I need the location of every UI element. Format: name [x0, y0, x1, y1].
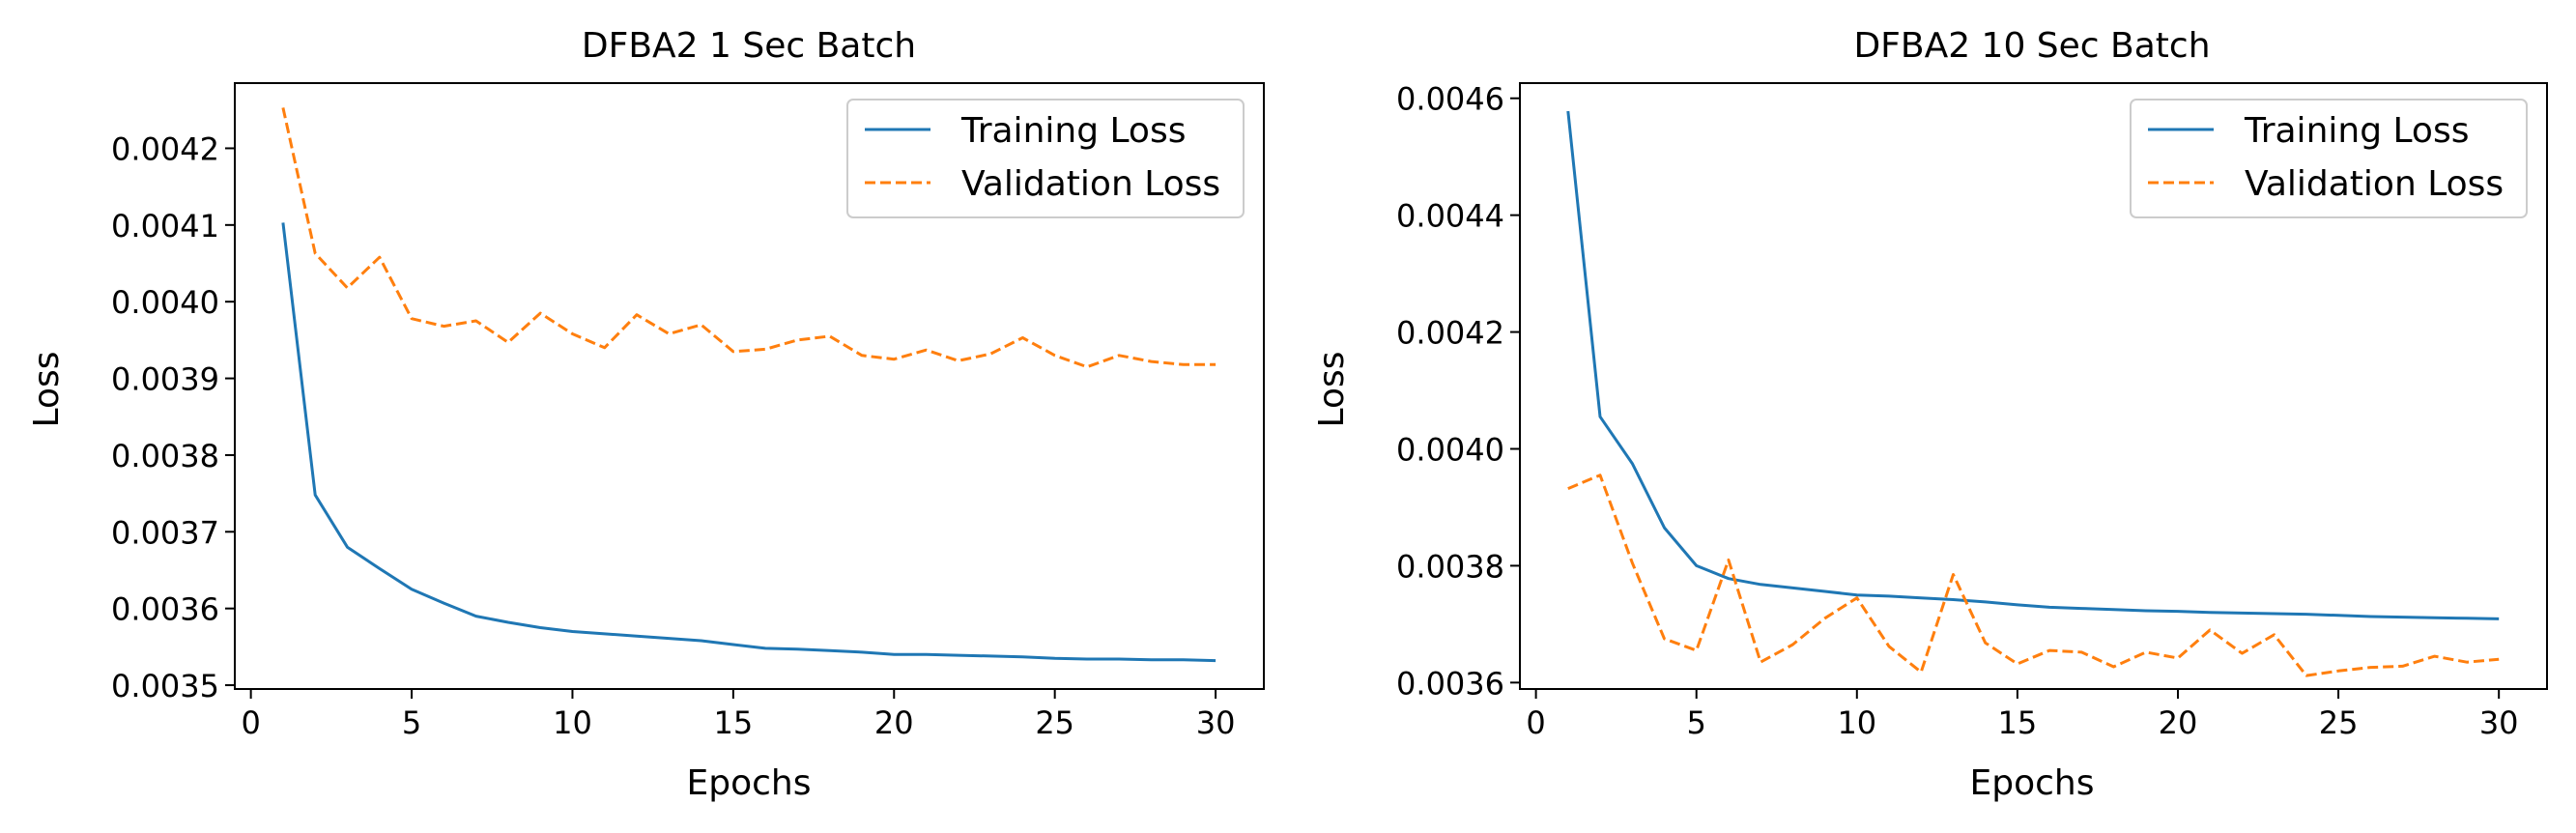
- right-x-axis-label: Epochs: [1970, 763, 2095, 803]
- left-y-tick-label: 0.0041: [111, 208, 219, 244]
- right-x-tick-label: 5: [1687, 704, 1706, 741]
- left-y-tick-label: 0.0037: [111, 514, 219, 551]
- left-y-tick-label: 0.0035: [111, 668, 219, 704]
- right-x-tick-label: 25: [2319, 704, 2359, 741]
- left-x-tick-label: 0: [241, 704, 260, 741]
- left-series-line-training: [281, 222, 1216, 663]
- left-y-tick-label: 0.0042: [111, 130, 219, 167]
- right-y-axis-label: Loss: [1312, 352, 1352, 428]
- right-y-tick-label: 0.0044: [1396, 198, 1504, 235]
- left-x-tick-label: 5: [402, 704, 421, 741]
- left-x-tick-label: 10: [553, 704, 592, 741]
- right-chart-title: DFBA2 10 Sec Batch: [1853, 26, 2210, 66]
- right-y-tick-label: 0.0036: [1396, 665, 1504, 702]
- right-y-tick-label: 0.0040: [1396, 431, 1504, 468]
- left-series-line-validation: [281, 107, 1216, 369]
- right-legend-label-validation: Validation Loss: [2245, 164, 2504, 204]
- right-axes-frame: [1519, 82, 2548, 690]
- right-panel: DFBA2 10 Sec Batch Epochs Loss 0 5 10 15 20 2…: [1312, 26, 2548, 803]
- left-y-tick-label: 0.0039: [111, 361, 219, 398]
- right-legend: Training Loss Validation Loss: [2130, 99, 2528, 218]
- right-series-line-validation: [1567, 474, 2500, 677]
- left-x-tick-label: 20: [874, 704, 914, 741]
- right-x-tick-label: 10: [1837, 704, 1876, 741]
- right-y-tick-label: 0.0038: [1396, 548, 1504, 585]
- right-x-tick-label: 0: [1526, 704, 1545, 741]
- left-y-tick-label: 0.0040: [111, 284, 219, 321]
- left-legend-frame: [846, 99, 1245, 218]
- left-x-axis-label: Epochs: [687, 763, 812, 803]
- right-y-tick-label: 0.0042: [1396, 315, 1504, 352]
- right-legend-label-training: Training Loss: [2244, 111, 2469, 151]
- right-legend-frame: [2130, 99, 2528, 218]
- left-panel: DFBA2 1 Sec Batch Epochs Loss 0 5 10 15 20 25…: [27, 26, 1265, 803]
- left-legend-label-validation: Validation Loss: [961, 164, 1220, 204]
- left-y-tick-label: 0.0038: [111, 438, 219, 474]
- left-x-tick-label: 15: [714, 704, 754, 741]
- left-y-tick-label: 0.0036: [111, 591, 219, 628]
- left-chart-title: DFBA2 1 Sec Batch: [582, 26, 916, 66]
- left-axes-frame: [234, 82, 1265, 690]
- left-x-tick-label: 25: [1035, 704, 1074, 741]
- right-y-tick-label: 0.0046: [1396, 81, 1504, 118]
- left-plot-area: 0 5 10 15 20 25 30 0.0035 0.0036 0.0037 0.0038 0.00…: [111, 82, 1265, 741]
- right-x-tick-label: 20: [2159, 704, 2198, 741]
- left-legend-label-training: Training Loss: [960, 111, 1186, 151]
- right-x-tick-label: 15: [1998, 704, 2038, 741]
- right-series-line-training: [1566, 110, 2500, 620]
- right-x-tick-label: 30: [2479, 704, 2519, 741]
- right-plot-area: 0 5 10 15 20 25 30 0.0036 0.0038 0.0040 0.0042 0.00…: [1396, 81, 2548, 741]
- left-legend: Training Loss Validation Loss: [846, 99, 1245, 218]
- left-x-tick-label: 30: [1196, 704, 1236, 741]
- left-y-axis-label: Loss: [27, 352, 67, 428]
